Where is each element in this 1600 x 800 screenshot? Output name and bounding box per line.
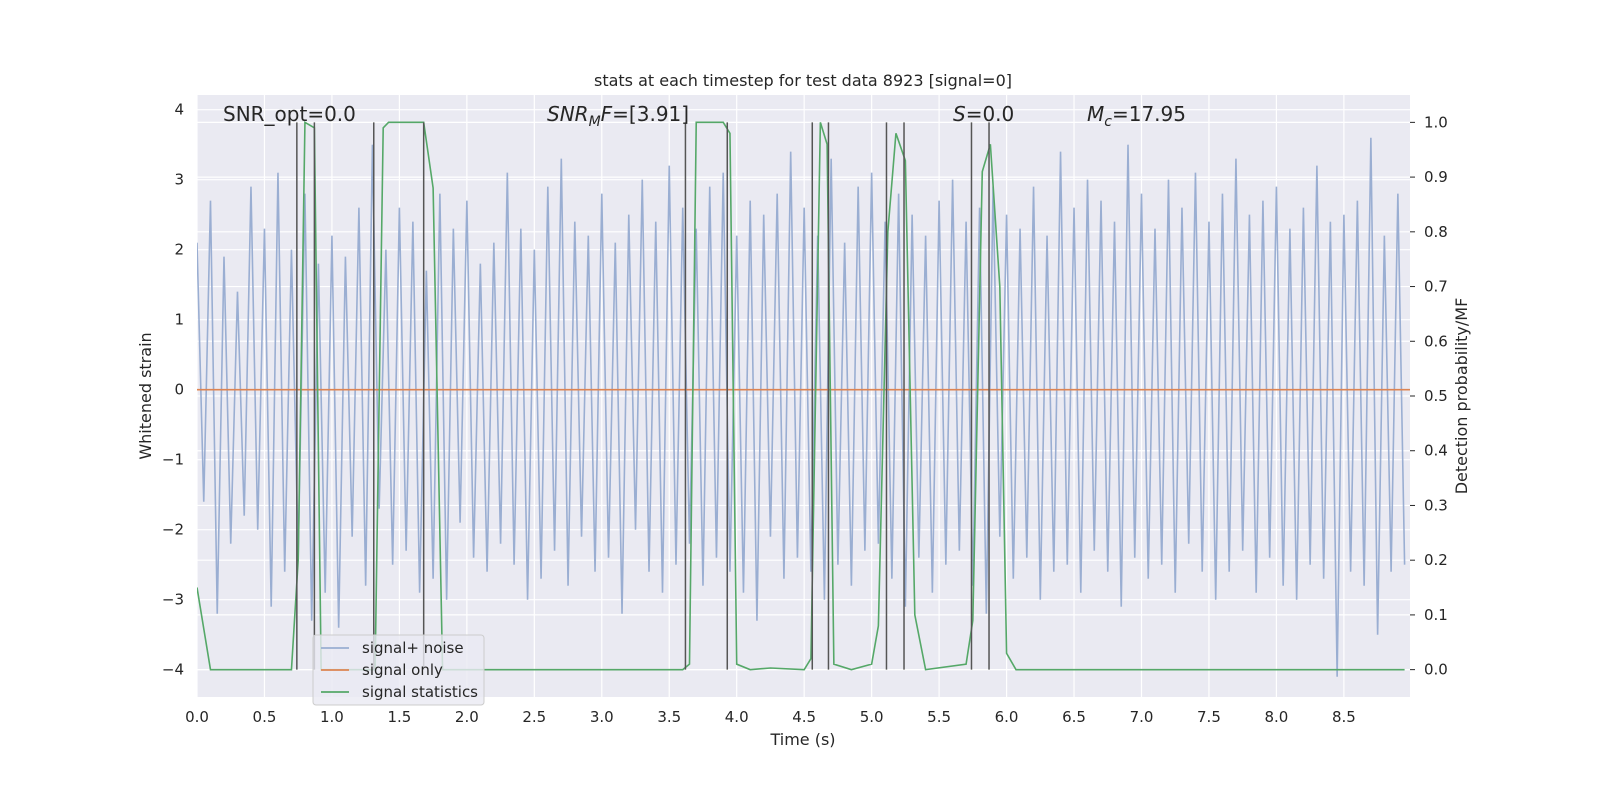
annotation-part: =[3.91] bbox=[612, 102, 689, 126]
labels: 0.0 0.5 1.0 1.5 2.0 2.5 3.0 3.5 4.0 4.5 5.0 5.5 6.0 6… bbox=[162, 101, 1448, 726]
y-tick-label: −4 bbox=[162, 661, 184, 679]
x-tick-label: 0.5 bbox=[253, 708, 277, 726]
y-tick-label: 2 bbox=[174, 241, 184, 259]
legend-label: signal+ noise bbox=[362, 639, 464, 657]
x-tick-label: 1.0 bbox=[320, 708, 344, 726]
annotation-part: M bbox=[589, 114, 601, 130]
y2-tick-label: 0.8 bbox=[1424, 223, 1448, 241]
x-tick-label: 4.0 bbox=[725, 708, 749, 726]
legend-label: signal statistics bbox=[362, 683, 478, 701]
y2-tick-label: 0.1 bbox=[1424, 606, 1448, 624]
y2-tick-label: 0.6 bbox=[1424, 332, 1448, 350]
annotation-part: SNR bbox=[547, 102, 589, 126]
x-tick-label: 8.5 bbox=[1332, 708, 1356, 726]
y2-tick-label: 0.4 bbox=[1424, 442, 1448, 460]
x-tick-label: 0.0 bbox=[185, 708, 209, 726]
y-tick-label: 3 bbox=[174, 171, 184, 189]
y-tick-label: −1 bbox=[162, 451, 184, 469]
annotation-part: S bbox=[953, 102, 966, 126]
legend-box bbox=[312, 634, 485, 706]
y-tick-label: 4 bbox=[174, 101, 184, 119]
y2-tick-label: 0.2 bbox=[1424, 551, 1448, 569]
x-tick-label: 3.0 bbox=[590, 708, 614, 726]
annotation: Mc=17.95 bbox=[1087, 102, 1186, 130]
x-tick-label: 7.0 bbox=[1130, 708, 1154, 726]
annotation-part: M bbox=[1087, 102, 1104, 126]
x-axis-label: Time (s) bbox=[769, 730, 835, 749]
annotation: S=0.0 bbox=[953, 102, 1014, 126]
x-tick-label: 5.0 bbox=[860, 708, 884, 726]
chart-title: stats at each timestep for test data 892… bbox=[594, 71, 1012, 90]
x-tick-label: 2.0 bbox=[455, 708, 479, 726]
y2-tick-label: 0.5 bbox=[1424, 387, 1448, 405]
y-tick-label: 1 bbox=[174, 311, 184, 329]
x-tick-label: 4.5 bbox=[792, 708, 816, 726]
y-axis-label: Whitened strain bbox=[136, 332, 155, 459]
y2-tick-label: 0.3 bbox=[1424, 496, 1448, 514]
annotation: SNRMF=[3.91] bbox=[547, 102, 689, 130]
y2-axis-label: Detection probability/MF bbox=[1452, 298, 1471, 495]
y-tick-label: −3 bbox=[162, 591, 184, 609]
y2-tick-label: 0.7 bbox=[1424, 278, 1448, 296]
x-tick-label: 1.5 bbox=[387, 708, 411, 726]
x-tick-label: 6.5 bbox=[1062, 708, 1086, 726]
x-tick-label: 2.5 bbox=[522, 708, 546, 726]
y2-tick-label: 0.0 bbox=[1424, 661, 1448, 679]
annotation-part: c bbox=[1104, 114, 1112, 130]
x-tick-label: 5.5 bbox=[927, 708, 951, 726]
annotation: SNR_opt=0.0 bbox=[223, 102, 356, 126]
legend: signal+ noise signal only signal statistic… bbox=[312, 634, 485, 706]
x-tick-label: 7.5 bbox=[1197, 708, 1221, 726]
legend-label: signal only bbox=[362, 661, 443, 679]
annotation-part: =17.95 bbox=[1112, 102, 1186, 126]
y2-tick-label: 0.9 bbox=[1424, 168, 1448, 186]
annotation-part: =0.0 bbox=[966, 102, 1015, 126]
annotation-part: F bbox=[601, 102, 613, 126]
x-tick-label: 6.0 bbox=[995, 708, 1019, 726]
series-line bbox=[197, 137, 1406, 677]
y-tick-label: 0 bbox=[174, 381, 184, 399]
y2-tick-label: 1.0 bbox=[1424, 113, 1448, 131]
x-tick-label: 8.0 bbox=[1264, 708, 1288, 726]
annotation-part: SNR_opt=0.0 bbox=[223, 102, 356, 126]
x-tick-label: 3.5 bbox=[657, 708, 681, 726]
y-tick-label: −2 bbox=[162, 521, 184, 539]
